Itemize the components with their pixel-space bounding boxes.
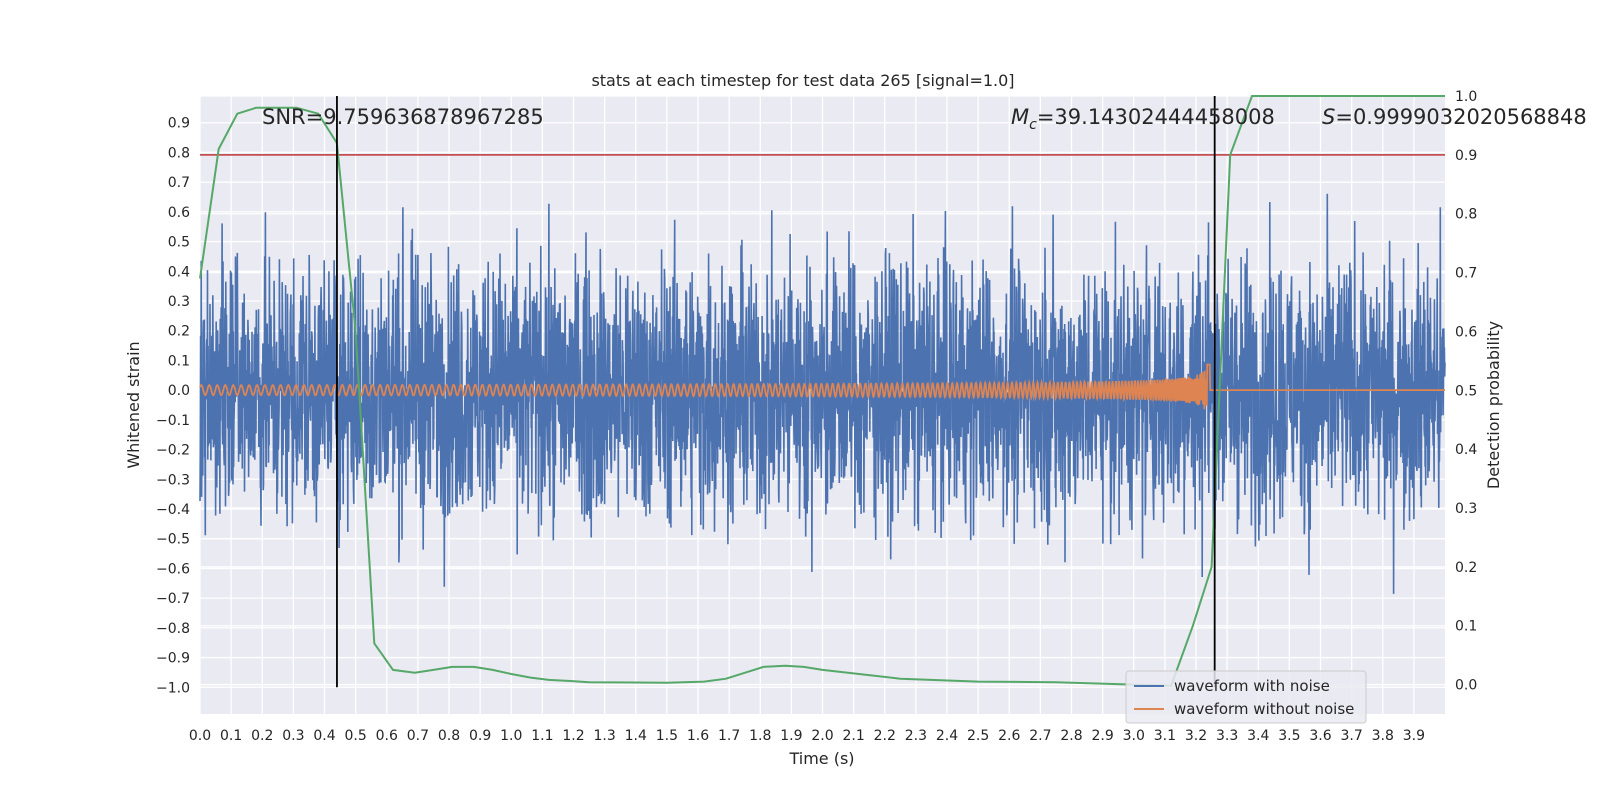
x-tick-label: 3.0 <box>1123 728 1145 744</box>
y-tick-label-left: 0.5 <box>168 235 190 251</box>
x-tick-label: 2.5 <box>967 728 989 744</box>
x-tick-label: 1.8 <box>749 728 771 744</box>
x-tick-label: 0.0 <box>189 728 211 744</box>
y-tick-label-left: 0.7 <box>168 175 190 191</box>
x-tick-label: 3.5 <box>1278 728 1300 744</box>
score-annotation: S=0.9999032020568848 <box>1322 105 1587 129</box>
x-tick-label: 3.9 <box>1403 728 1425 744</box>
x-tick-label: 1.7 <box>718 728 740 744</box>
y-tick-label-right: 0.4 <box>1455 442 1477 458</box>
x-tick-label: 1.9 <box>780 728 802 744</box>
y-tick-label-right: 0.1 <box>1455 619 1477 635</box>
y-tick-label-left: −0.7 <box>156 591 190 607</box>
y-tick-label-left: 0.4 <box>168 264 190 280</box>
y-tick-label-left: −0.9 <box>156 651 190 667</box>
x-tick-label: 0.3 <box>282 728 304 744</box>
x-tick-label: 1.4 <box>625 728 647 744</box>
y-tick-label-left: −0.1 <box>156 413 190 429</box>
x-tick-label: 0.8 <box>438 728 460 744</box>
legend-box <box>1125 670 1367 724</box>
y-tick-label-left: 0.2 <box>168 324 190 340</box>
legend-label-noise: waveform with noise <box>1174 677 1330 695</box>
x-tick-label: 1.5 <box>656 728 678 744</box>
x-tick-label: 1.2 <box>562 728 584 744</box>
x-tick-label: 2.6 <box>998 728 1020 744</box>
x-tick-label: 2.9 <box>1091 728 1113 744</box>
chart-title: stats at each timestep for test data 265… <box>591 71 1014 90</box>
x-tick-label: 2.7 <box>1029 728 1051 744</box>
x-tick-label: 1.1 <box>531 728 553 744</box>
x-tick-label: 1.3 <box>593 728 615 744</box>
y-axis-label-left: Whitened strain <box>124 341 143 468</box>
x-tick-label: 3.1 <box>1154 728 1176 744</box>
x-tick-label: 0.1 <box>220 728 242 744</box>
x-tick-label: 3.4 <box>1247 728 1269 744</box>
y-tick-label-left: −0.3 <box>156 472 190 488</box>
x-tick-label: 3.2 <box>1185 728 1207 744</box>
y-tick-label-right: 0.9 <box>1455 148 1477 164</box>
x-tick-label: 2.2 <box>874 728 896 744</box>
x-tick-label: 3.7 <box>1340 728 1362 744</box>
y-axis-label-right: Detection probability <box>1484 321 1503 489</box>
data-layer <box>199 95 1446 688</box>
x-tick-label: 3.8 <box>1372 728 1394 744</box>
y-tick-label-right: 0.2 <box>1455 560 1477 576</box>
y-tick-label-right: 0.5 <box>1455 383 1477 399</box>
y-tick-label-right: 0.3 <box>1455 501 1477 517</box>
x-tick-label: 2.4 <box>936 728 958 744</box>
y-tick-label-left: 0.0 <box>168 383 190 399</box>
y-tick-label-left: −0.4 <box>156 502 190 518</box>
y-tick-label-right: 0.0 <box>1455 678 1477 694</box>
x-tick-label: 2.1 <box>842 728 864 744</box>
y-tick-label-left: −0.2 <box>156 443 190 459</box>
y-tick-label-left: −0.5 <box>156 532 190 548</box>
x-tick-label: 2.3 <box>905 728 927 744</box>
ticks: 0.0 0.1 0.2 0.3 0.4 0.5 0.6 0.7 0.8 0.9 1.0 1.1 1.2 1… <box>156 89 1477 744</box>
x-tick-label: 0.7 <box>407 728 429 744</box>
y-tick-label-left: −0.6 <box>156 561 190 577</box>
x-tick-label: 0.6 <box>376 728 398 744</box>
y-tick-label-left: −1.0 <box>156 680 190 696</box>
y-tick-label-right: 0.8 <box>1455 207 1477 223</box>
x-tick-label: 3.6 <box>1309 728 1331 744</box>
x-tick-label: 3.3 <box>1216 728 1238 744</box>
x-tick-label: 1.6 <box>687 728 709 744</box>
legend: waveform with noise waveform without noi… <box>1125 670 1367 724</box>
snr-annotation: SNR=9.759636878967285 <box>262 105 544 129</box>
y-tick-label-left: 0.8 <box>168 145 190 161</box>
y-tick-label-left: −0.8 <box>156 621 190 637</box>
x-tick-label: 1.0 <box>500 728 522 744</box>
y-tick-label-left: 0.1 <box>168 353 190 369</box>
x-tick-label: 0.2 <box>251 728 273 744</box>
y-tick-label-right: 1.0 <box>1455 89 1477 105</box>
y-tick-label-right: 0.6 <box>1455 324 1477 340</box>
y-tick-label-left: 0.9 <box>168 116 190 132</box>
chirp-mass-annotation: Mc=39.14302444458008 <box>1011 105 1275 133</box>
x-tick-label: 2.0 <box>811 728 833 744</box>
x-tick-label: 0.4 <box>313 728 335 744</box>
x-axis-label: Time (s) <box>788 749 854 768</box>
x-tick-label: 0.5 <box>344 728 366 744</box>
y-tick-label-left: 0.6 <box>168 205 190 221</box>
series-waveform-with-noise <box>199 193 1446 594</box>
x-tick-label: 0.9 <box>469 728 491 744</box>
series-waveform-without-noise <box>199 363 1445 410</box>
legend-label-clean: waveform without noise <box>1174 700 1354 718</box>
x-tick-label: 2.8 <box>1060 728 1082 744</box>
y-tick-label-left: 0.3 <box>168 294 190 310</box>
y-tick-label-right: 0.7 <box>1455 266 1477 282</box>
series-detection-probability <box>199 95 1445 687</box>
